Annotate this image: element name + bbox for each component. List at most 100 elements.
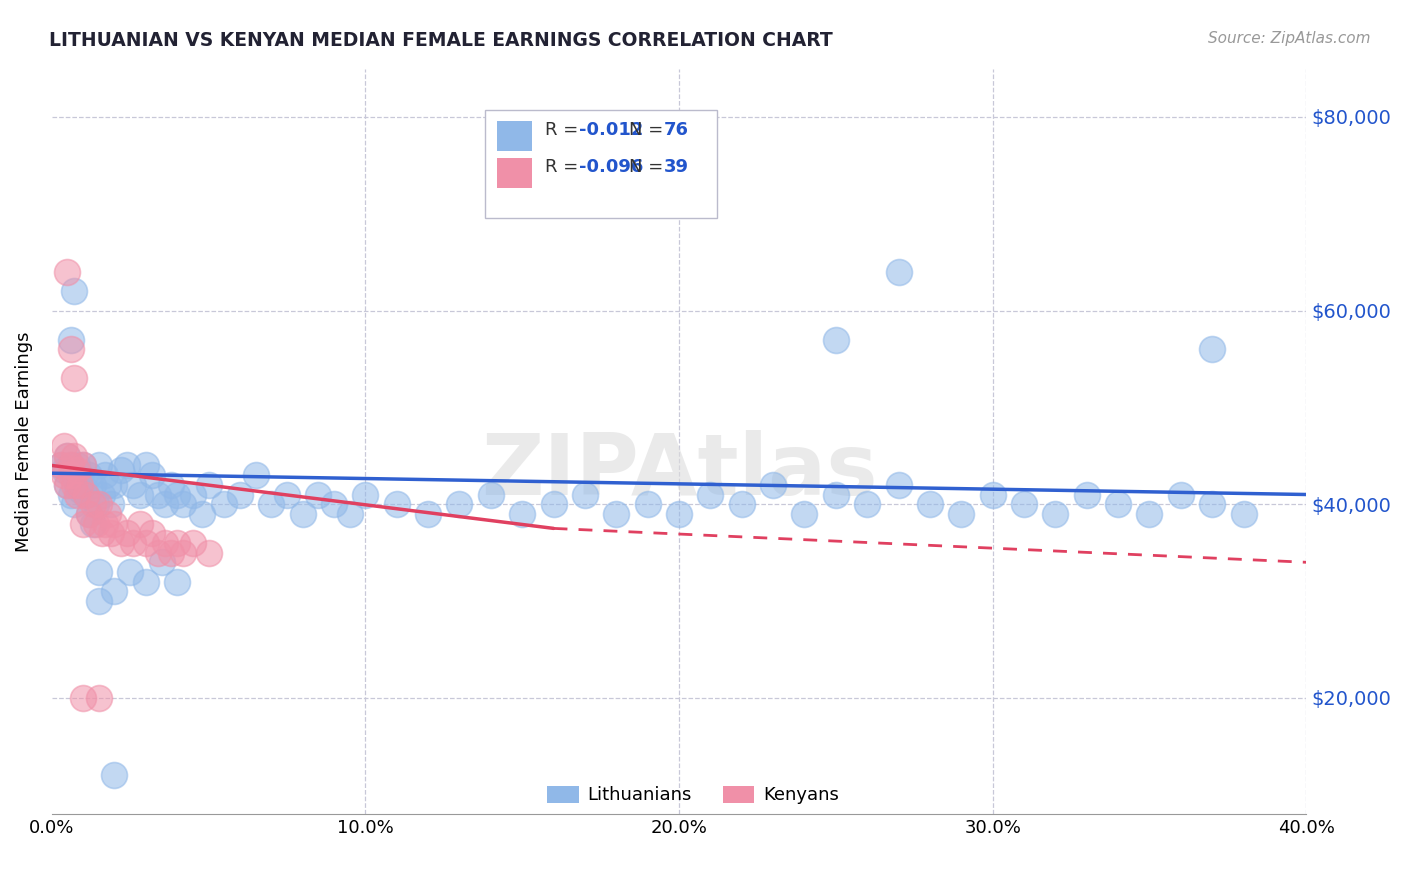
Point xyxy=(90,487,112,501)
Point xyxy=(84,516,107,531)
Point xyxy=(75,487,97,501)
Point xyxy=(141,526,163,541)
Point xyxy=(260,497,283,511)
Point xyxy=(574,487,596,501)
Point xyxy=(385,497,408,511)
Point xyxy=(128,516,150,531)
Point xyxy=(62,478,84,492)
Point xyxy=(110,536,132,550)
Point xyxy=(103,478,125,492)
Point xyxy=(66,487,89,501)
Point xyxy=(141,468,163,483)
Point xyxy=(56,449,79,463)
Point xyxy=(110,463,132,477)
Point xyxy=(887,265,910,279)
Point xyxy=(135,458,157,473)
Text: N =: N = xyxy=(628,158,669,176)
Point xyxy=(100,526,122,541)
Point xyxy=(103,516,125,531)
Point xyxy=(69,478,91,492)
Point xyxy=(62,468,84,483)
Text: ZIPAtlas: ZIPAtlas xyxy=(481,430,877,513)
Point xyxy=(62,449,84,463)
Point xyxy=(59,343,82,357)
Point xyxy=(479,487,502,501)
Point xyxy=(49,458,72,473)
Point xyxy=(66,458,89,473)
Point xyxy=(172,546,194,560)
Point xyxy=(79,507,101,521)
Text: -0.012: -0.012 xyxy=(579,120,643,138)
Point xyxy=(1139,507,1161,521)
Point xyxy=(1201,497,1223,511)
Point xyxy=(323,497,346,511)
Point xyxy=(69,468,91,483)
Point xyxy=(153,536,176,550)
Point xyxy=(122,536,145,550)
Point xyxy=(87,565,110,579)
Point xyxy=(53,439,76,453)
Point xyxy=(56,478,79,492)
Point xyxy=(1012,497,1035,511)
Point xyxy=(66,478,89,492)
Point xyxy=(69,483,91,497)
Point xyxy=(981,487,1004,501)
Point xyxy=(90,526,112,541)
Point xyxy=(72,478,94,492)
Point xyxy=(181,536,204,550)
Point xyxy=(668,507,690,521)
Text: Source: ZipAtlas.com: Source: ZipAtlas.com xyxy=(1208,31,1371,46)
Point xyxy=(307,487,329,501)
Point xyxy=(59,333,82,347)
Point xyxy=(62,284,84,298)
Point xyxy=(82,516,104,531)
Point xyxy=(79,507,101,521)
Point xyxy=(94,468,117,483)
Text: Kenyans: Kenyans xyxy=(763,786,839,804)
Point xyxy=(56,478,79,492)
Point xyxy=(197,478,219,492)
Point xyxy=(82,497,104,511)
Point xyxy=(510,507,533,521)
Point xyxy=(166,536,188,550)
Point xyxy=(148,487,170,501)
Text: LITHUANIAN VS KENYAN MEDIAN FEMALE EARNINGS CORRELATION CHART: LITHUANIAN VS KENYAN MEDIAN FEMALE EARNI… xyxy=(49,31,832,50)
Point xyxy=(97,507,120,521)
Point xyxy=(62,497,84,511)
Point xyxy=(72,458,94,473)
Point xyxy=(84,497,107,511)
Point xyxy=(72,516,94,531)
Point xyxy=(197,546,219,560)
Point xyxy=(75,487,97,501)
Point xyxy=(1232,507,1254,521)
Point xyxy=(276,487,298,501)
Point xyxy=(59,468,82,483)
Text: -0.096: -0.096 xyxy=(579,158,643,176)
Point xyxy=(59,458,82,473)
Text: 39: 39 xyxy=(664,158,689,176)
Point xyxy=(212,497,235,511)
Text: R =: R = xyxy=(544,120,583,138)
FancyBboxPatch shape xyxy=(498,120,533,151)
Point xyxy=(135,536,157,550)
Point xyxy=(72,690,94,705)
Text: Lithuanians: Lithuanians xyxy=(588,786,692,804)
Point xyxy=(72,458,94,473)
Point xyxy=(148,546,170,560)
Point xyxy=(87,594,110,608)
Point xyxy=(1076,487,1098,501)
Point xyxy=(166,487,188,501)
Point xyxy=(191,507,214,521)
Point xyxy=(87,497,110,511)
Point xyxy=(120,565,142,579)
Point xyxy=(637,497,659,511)
Point xyxy=(354,487,377,501)
Point xyxy=(160,478,183,492)
Point xyxy=(53,463,76,477)
Point xyxy=(856,497,879,511)
Point xyxy=(59,487,82,501)
Point xyxy=(824,333,846,347)
Point xyxy=(172,497,194,511)
Point xyxy=(731,497,754,511)
Point xyxy=(66,463,89,477)
